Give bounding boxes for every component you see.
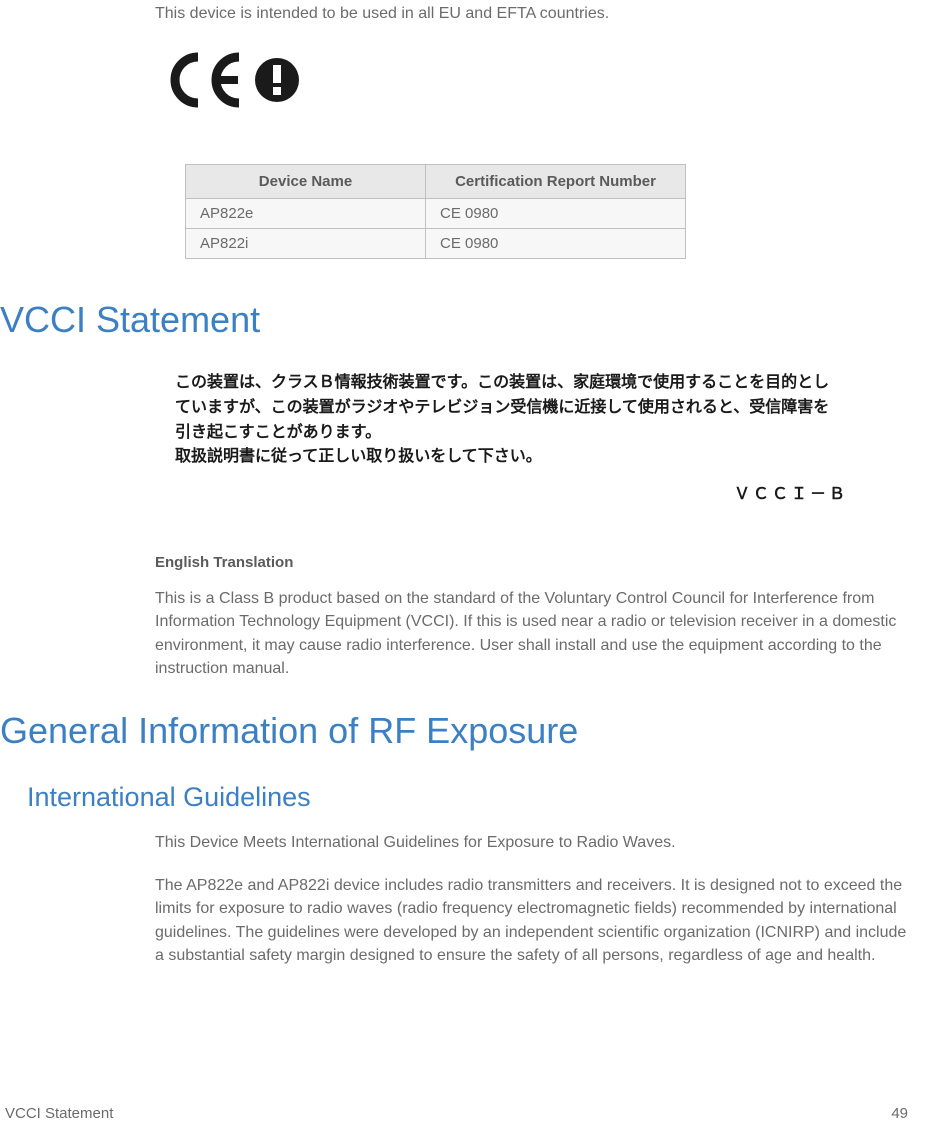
rf-para1: This Device Meets International Guidelin… — [155, 831, 908, 854]
vcci-class-marker: ＶＣＣＩ－Ｂ — [155, 480, 908, 504]
intro-text: This device is intended to be used in al… — [155, 5, 908, 23]
ce-mark-icon — [165, 51, 908, 114]
table-cell: CE 0980 — [426, 229, 686, 259]
jp-line: 引き起こすことがあります。 — [175, 421, 908, 446]
footer-section-title: VCCI Statement — [5, 1105, 113, 1122]
english-translation-body: This is a Class B product based on the s… — [155, 587, 908, 680]
footer-page-number: 49 — [891, 1105, 908, 1122]
english-translation-label: English Translation — [155, 554, 908, 571]
table-header-row: Device Name Certification Report Number — [186, 165, 686, 199]
rf-heading: General Information of RF Exposure — [0, 710, 908, 752]
table-row: AP822e CE 0980 — [186, 199, 686, 229]
international-guidelines-heading: International Guidelines — [27, 782, 908, 813]
vcci-japanese-text: この装置は、クラスＢ情報技術装置です。この装置は、家庭環境で使用することを目的と… — [175, 371, 908, 470]
jp-line: この装置は、クラスＢ情報技術装置です。この装置は、家庭環境で使用することを目的と… — [175, 371, 908, 396]
jp-line: 取扱説明書に従って正しい取り扱いをして下さい。 — [175, 445, 908, 470]
jp-line: ていますが、この装置がラジオやテレビジョン受信機に近接して使用されると、受信障害… — [175, 396, 908, 421]
table-row: AP822i CE 0980 — [186, 229, 686, 259]
vcci-heading: VCCI Statement — [0, 299, 908, 341]
table-cell: CE 0980 — [426, 199, 686, 229]
table-header-device: Device Name — [186, 165, 426, 199]
certification-table: Device Name Certification Report Number … — [185, 164, 686, 259]
page-footer: VCCI Statement 49 — [0, 1105, 938, 1122]
table-cell: AP822i — [186, 229, 426, 259]
table-cell: AP822e — [186, 199, 426, 229]
rf-para2: The AP822e and AP822i device includes ra… — [155, 874, 908, 967]
table-header-cert: Certification Report Number — [426, 165, 686, 199]
